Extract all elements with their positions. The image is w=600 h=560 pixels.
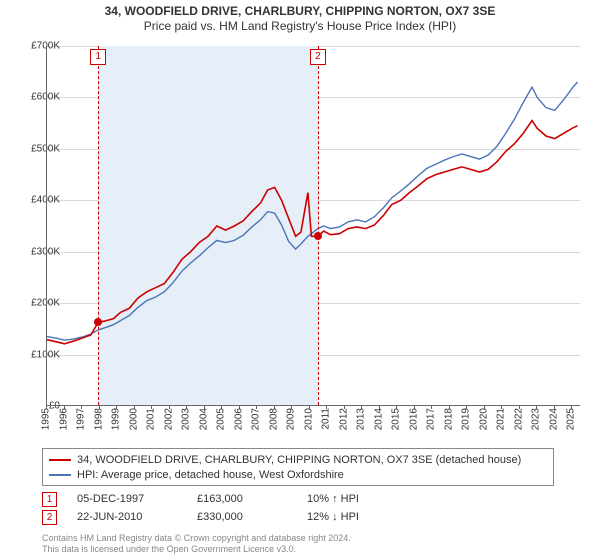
- x-tick-label: 2022: [513, 408, 524, 430]
- legend-label: HPI: Average price, detached house, West…: [77, 469, 344, 481]
- plot-frame: 12: [46, 46, 580, 406]
- x-tick-label: 2016: [408, 408, 419, 430]
- sale-marker-dot-1: [94, 318, 102, 326]
- legend-item: HPI: Average price, detached house, West…: [49, 467, 547, 482]
- x-tick-label: 2007: [251, 408, 262, 430]
- sale-row-price: £330,000: [197, 511, 287, 523]
- x-tick-label: 2001: [146, 408, 157, 430]
- plot-area: 12: [46, 46, 580, 406]
- x-tick-label: 2012: [338, 408, 349, 430]
- x-tick-label: 2021: [496, 408, 507, 430]
- x-tick-label: 2002: [163, 408, 174, 430]
- sale-marker-box-1: 1: [90, 49, 106, 65]
- x-tick-label: 2017: [426, 408, 437, 430]
- x-tick-label: 2024: [548, 408, 559, 430]
- x-tick-label: 2015: [391, 408, 402, 430]
- sale-row-date: 22-JUN-2010: [77, 511, 177, 523]
- x-tick-label: 2013: [356, 408, 367, 430]
- x-tick-label: 2019: [461, 408, 472, 430]
- x-tick-label: 2005: [216, 408, 227, 430]
- x-tick-label: 2011: [321, 408, 332, 430]
- x-tick-label: 2009: [286, 408, 297, 430]
- x-tick-label: 1999: [111, 408, 122, 430]
- sale-marker-line-1: [98, 46, 99, 405]
- footer-line-2: This data is licensed under the Open Gov…: [42, 544, 351, 556]
- x-tick-label: 2008: [268, 408, 279, 430]
- x-tick-label: 2006: [233, 408, 244, 430]
- chart-subtitle: Price paid vs. HM Land Registry's House …: [0, 19, 600, 33]
- sale-row-price: £163,000: [197, 493, 287, 505]
- x-tick-label: 2018: [443, 408, 454, 430]
- x-tick-label: 1996: [58, 408, 69, 430]
- sale-marker-dot-2: [314, 232, 322, 240]
- x-tick-label: 2004: [198, 408, 209, 430]
- sale-row-hpi-delta: 10% ↑ HPI: [307, 493, 427, 505]
- sale-row: 1 05-DEC-1997 £163,000 10% ↑ HPI: [42, 490, 427, 508]
- legend: 34, WOODFIELD DRIVE, CHARLBURY, CHIPPING…: [42, 448, 554, 486]
- x-tick-label: 1995: [41, 408, 52, 430]
- sale-row-date: 05-DEC-1997: [77, 493, 177, 505]
- x-tick-label: 1997: [76, 408, 87, 430]
- legend-label: 34, WOODFIELD DRIVE, CHARLBURY, CHIPPING…: [77, 454, 521, 466]
- sale-row: 2 22-JUN-2010 £330,000 12% ↓ HPI: [42, 508, 427, 526]
- titles: 34, WOODFIELD DRIVE, CHARLBURY, CHIPPING…: [0, 0, 600, 33]
- footer-line-1: Contains HM Land Registry data © Crown c…: [42, 533, 351, 545]
- chart-title-address: 34, WOODFIELD DRIVE, CHARLBURY, CHIPPING…: [0, 4, 600, 18]
- x-tick-label: 2003: [181, 408, 192, 430]
- x-tick-label: 2000: [128, 408, 139, 430]
- x-tick-label: 2010: [303, 408, 314, 430]
- x-tick-label: 2014: [373, 408, 384, 430]
- sale-marker-line-2: [318, 46, 319, 405]
- sale-row-marker: 1: [42, 492, 57, 507]
- legend-item: 34, WOODFIELD DRIVE, CHARLBURY, CHIPPING…: [49, 452, 547, 467]
- chart-container: 34, WOODFIELD DRIVE, CHARLBURY, CHIPPING…: [0, 0, 600, 560]
- sale-row-hpi-delta: 12% ↓ HPI: [307, 511, 427, 523]
- x-tick-label: 2020: [478, 408, 489, 430]
- x-tick-label: 1998: [93, 408, 104, 430]
- legend-swatch: [49, 459, 71, 461]
- series-hpi: [47, 82, 578, 340]
- sale-marker-box-2: 2: [310, 49, 326, 65]
- x-tick-label: 2025: [566, 408, 577, 430]
- footer-attribution: Contains HM Land Registry data © Crown c…: [42, 533, 351, 556]
- x-tick-label: 2023: [531, 408, 542, 430]
- line-series-svg: [47, 46, 581, 406]
- sale-row-marker: 2: [42, 510, 57, 525]
- sales-table: 1 05-DEC-1997 £163,000 10% ↑ HPI 2 22-JUN-201…: [42, 490, 427, 526]
- legend-swatch: [49, 474, 71, 476]
